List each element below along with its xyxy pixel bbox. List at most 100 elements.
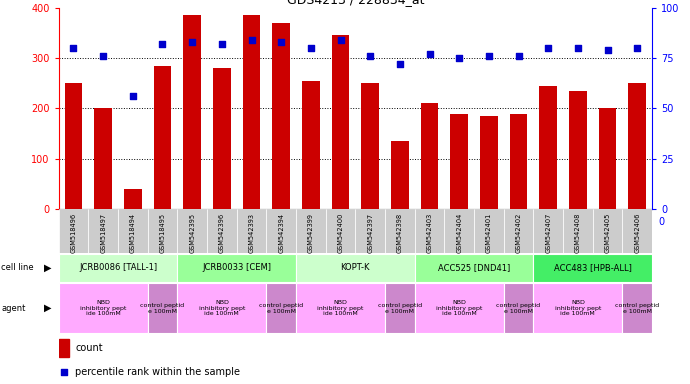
Bar [451, 114, 468, 209]
Point [217, 41, 228, 47]
Bar [533, 254, 652, 282]
Bar [391, 141, 408, 209]
Bar [177, 209, 207, 253]
Bar [59, 254, 177, 282]
Point [157, 41, 168, 47]
Text: GSM542408: GSM542408 [575, 213, 581, 253]
Bar [177, 283, 266, 333]
Text: NBD
inhibitory pept
ide 100mM: NBD inhibitory pept ide 100mM [555, 300, 601, 316]
Bar [65, 83, 82, 209]
Bar [622, 283, 652, 333]
Bar [243, 15, 260, 209]
Text: ACC525 [DND41]: ACC525 [DND41] [438, 263, 510, 272]
Bar [88, 209, 118, 253]
Bar [207, 209, 237, 253]
Bar [385, 283, 415, 333]
Text: 0: 0 [658, 217, 664, 227]
Text: KOPT-K: KOPT-K [341, 263, 370, 272]
Point [246, 37, 257, 43]
Bar [622, 209, 652, 253]
Bar [332, 35, 349, 209]
Text: GSM542401: GSM542401 [486, 213, 492, 253]
Bar [593, 209, 622, 253]
Text: control peptid
e 100mM: control peptid e 100mM [378, 303, 422, 314]
Bar [118, 209, 148, 253]
Text: GSM542405: GSM542405 [604, 213, 611, 253]
Bar [95, 109, 112, 209]
Text: ▶: ▶ [43, 263, 51, 273]
Text: control peptid
e 100mM: control peptid e 100mM [615, 303, 659, 314]
Bar [444, 209, 474, 253]
Bar [296, 283, 385, 333]
Text: GSM542397: GSM542397 [367, 213, 373, 253]
Text: GSM542398: GSM542398 [397, 213, 403, 253]
Point [395, 61, 406, 67]
Bar [59, 209, 88, 253]
Text: NBD
inhibitory pept
ide 100mM: NBD inhibitory pept ide 100mM [80, 300, 126, 316]
Text: GSM542403: GSM542403 [426, 213, 433, 253]
Point [543, 45, 554, 51]
Text: control peptid
e 100mM: control peptid e 100mM [497, 303, 540, 314]
Text: GSM542400: GSM542400 [337, 213, 344, 253]
Bar [266, 209, 296, 253]
Point [513, 53, 524, 59]
Text: GSM542404: GSM542404 [456, 213, 462, 253]
Point [573, 45, 584, 51]
Text: GSM518495: GSM518495 [159, 213, 166, 253]
Bar [148, 283, 177, 333]
Text: NBD
inhibitory pept
ide 100mM: NBD inhibitory pept ide 100mM [436, 300, 482, 316]
Bar [421, 103, 438, 209]
Point [454, 55, 465, 61]
Bar [533, 283, 622, 333]
Point [632, 45, 643, 51]
Text: ACC483 [HPB-ALL]: ACC483 [HPB-ALL] [554, 263, 631, 272]
Point [483, 53, 494, 59]
Text: GSM518496: GSM518496 [70, 213, 77, 253]
Text: NBD
inhibitory pept
ide 100mM: NBD inhibitory pept ide 100mM [199, 300, 245, 316]
Bar [533, 209, 563, 253]
Text: count: count [75, 343, 103, 353]
Bar [213, 68, 230, 209]
Text: GSM542407: GSM542407 [545, 213, 551, 253]
Text: cell line: cell line [1, 263, 34, 272]
Text: JCRB0033 [CEM]: JCRB0033 [CEM] [202, 263, 271, 272]
Bar [540, 86, 557, 209]
Bar [124, 189, 141, 209]
Bar [415, 283, 504, 333]
Bar [415, 209, 444, 253]
Text: GSM542395: GSM542395 [189, 213, 195, 253]
Text: control peptid
e 100mM: control peptid e 100mM [141, 303, 184, 314]
Text: GSM542406: GSM542406 [634, 213, 640, 253]
Bar [296, 209, 326, 253]
Text: GSM542402: GSM542402 [515, 213, 522, 253]
Bar [59, 339, 69, 356]
Bar [184, 15, 201, 209]
Point [335, 37, 346, 43]
Bar [504, 283, 533, 333]
Point [306, 45, 317, 51]
Text: GSM542396: GSM542396 [219, 213, 225, 253]
Bar [480, 116, 497, 209]
Bar [563, 209, 593, 253]
Point [68, 45, 79, 51]
Text: GSM542393: GSM542393 [248, 213, 255, 253]
Bar [385, 209, 415, 253]
Bar [362, 83, 379, 209]
Bar [355, 209, 385, 253]
Point [98, 53, 109, 59]
Text: GSM542394: GSM542394 [278, 213, 284, 253]
Text: GSM542399: GSM542399 [308, 213, 314, 253]
Title: GDS4213 / 228834_at: GDS4213 / 228834_at [286, 0, 424, 7]
Point [186, 39, 198, 45]
Text: percentile rank within the sample: percentile rank within the sample [75, 366, 240, 377]
Text: JCRB0086 [TALL-1]: JCRB0086 [TALL-1] [79, 263, 157, 272]
Point [128, 93, 139, 99]
Bar [629, 83, 646, 209]
Point [276, 39, 287, 45]
Bar [296, 254, 415, 282]
Bar [59, 283, 148, 333]
Point [424, 51, 435, 57]
Text: GSM518494: GSM518494 [130, 213, 136, 253]
Bar [599, 109, 616, 209]
Bar [148, 209, 177, 253]
